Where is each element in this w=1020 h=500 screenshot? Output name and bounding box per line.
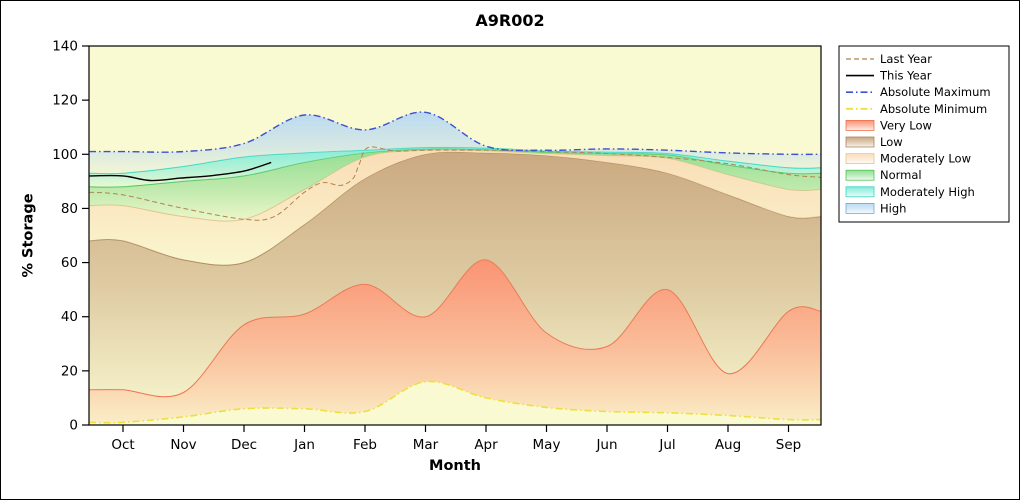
x-axis-title: Month [429,458,481,474]
legend-label: Moderately High [880,185,975,199]
legend-label: Very Low [880,118,932,132]
band-moderately-high [89,147,821,188]
y-tick-label: 0 [69,418,78,434]
chart-title: A9R002 [475,11,545,30]
x-tick-label: Sep [776,437,801,453]
band-low [89,151,821,397]
legend-sample-moderately-low [845,153,875,165]
y-axis-title: % Storage [20,193,37,278]
legend-sample-very-low [845,120,875,131]
legend-label: This Year [879,69,932,83]
band-normal [89,148,821,222]
y-tick-label: 60 [61,255,78,271]
x-tick-label: Aug [715,437,741,453]
y-tick-label: 80 [61,201,78,217]
x-tick-label: Apr [474,437,498,453]
y-tick-label: 100 [52,147,78,163]
x-tick-label: Feb [353,437,377,453]
y-tick-label: 120 [52,93,78,109]
legend-sample-moderately-high [845,186,875,198]
line-absolute-minimum [89,380,821,424]
band-very-low [89,259,821,423]
legend-label: Last Year [880,52,932,66]
legend-label: Low [880,135,903,149]
legend-label: Absolute Minimum [880,102,987,116]
legend-label: High [880,201,906,215]
legend-label: Normal [880,168,922,182]
x-tick-label: Mar [413,437,439,453]
line-this-year [89,161,272,182]
band-moderately-low [89,149,821,266]
x-tick-label: Oct [111,437,134,453]
x-tick-label: Jun [595,437,617,453]
legend-sample-high [845,202,875,214]
x-tick-label: Jul [658,437,675,453]
y-tick-label: 40 [61,309,78,325]
x-tick-label: Nov [170,437,196,453]
y-tick-label: 140 [52,39,78,55]
legend-sample-low [845,136,875,148]
line-last-year [89,146,821,221]
x-tick-label: Jan [293,437,315,453]
legend-label: Moderately Low [880,152,971,166]
x-tick-label: May [533,437,561,453]
y-tick-label: 20 [61,363,78,379]
legend-sample-normal [845,169,875,181]
legend-label: Absolute Maximum [880,85,991,99]
band-high [89,112,821,174]
line-absolute-maximum [89,111,821,156]
plot-frame [88,45,822,426]
series-layer [89,111,821,424]
x-tick-label: Dec [231,437,257,453]
